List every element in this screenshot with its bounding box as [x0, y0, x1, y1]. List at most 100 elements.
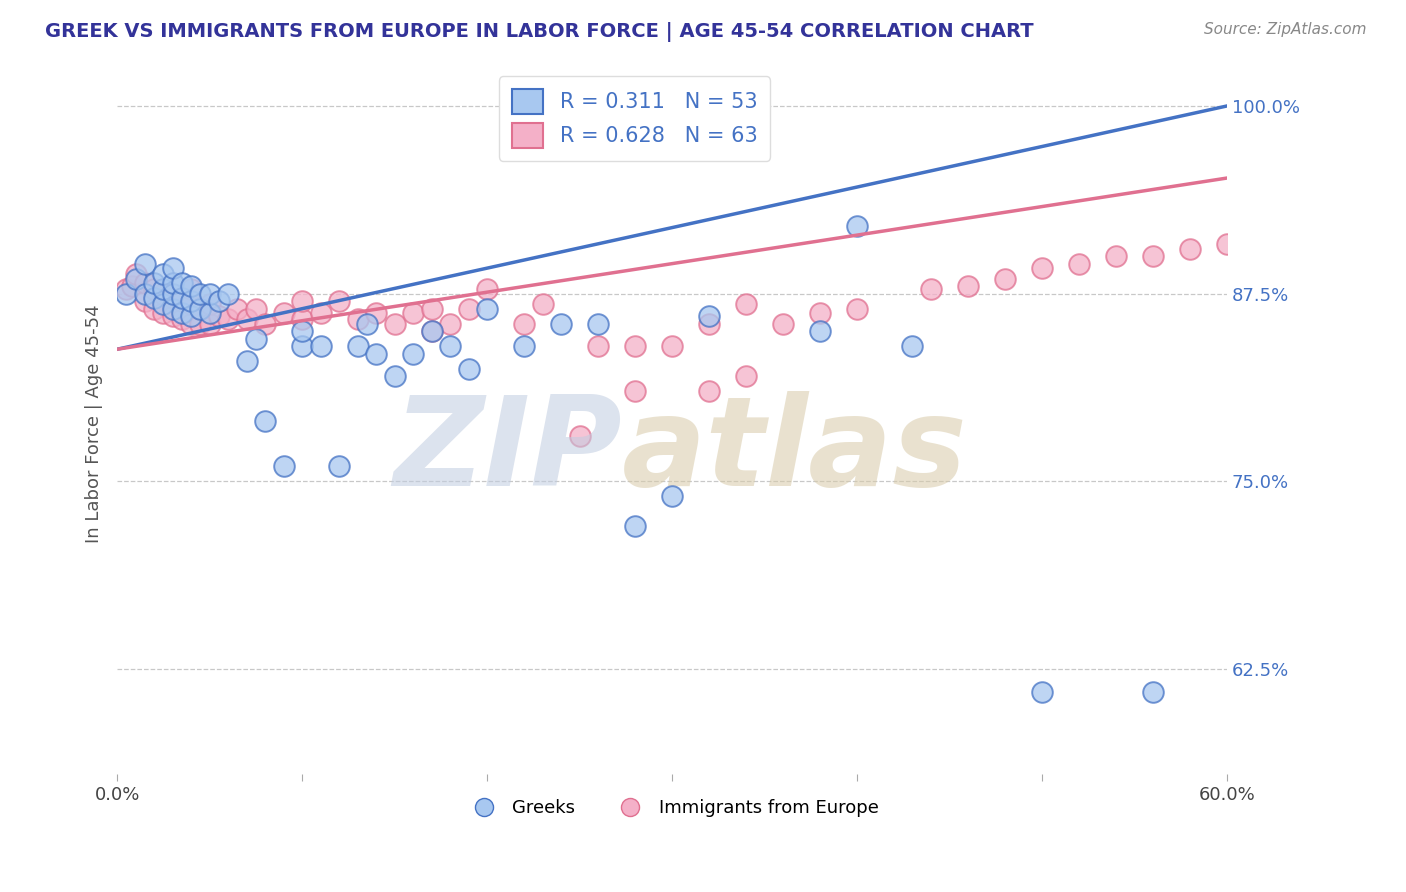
Point: [254, 414, 277, 428]
Point: [152, 267, 174, 281]
Point: [115, 282, 138, 296]
Point: [198, 306, 221, 320]
Point: [420, 301, 443, 316]
Point: [772, 317, 794, 331]
Point: [125, 267, 148, 281]
Point: [457, 361, 479, 376]
Point: [190, 286, 212, 301]
Point: [457, 301, 479, 316]
Point: [402, 306, 425, 320]
Point: [291, 312, 314, 326]
Point: [808, 324, 831, 338]
Point: [901, 339, 924, 353]
Text: atlas: atlas: [621, 391, 967, 512]
Point: [697, 317, 720, 331]
Point: [439, 317, 461, 331]
Legend: Greeks, Immigrants from Europe: Greeks, Immigrants from Europe: [458, 792, 886, 825]
Point: [994, 271, 1017, 285]
Point: [170, 276, 193, 290]
Point: [624, 384, 647, 399]
Point: [152, 297, 174, 311]
Point: [180, 279, 202, 293]
Point: [291, 324, 314, 338]
Text: Source: ZipAtlas.com: Source: ZipAtlas.com: [1204, 22, 1367, 37]
Point: [697, 384, 720, 399]
Point: [1031, 684, 1053, 698]
Point: [586, 317, 609, 331]
Point: [235, 354, 257, 368]
Point: [309, 339, 332, 353]
Point: [180, 294, 202, 309]
Point: [245, 332, 267, 346]
Point: [513, 339, 536, 353]
Point: [845, 219, 868, 233]
Y-axis label: In Labor Force | Age 45-54: In Labor Force | Age 45-54: [86, 304, 103, 543]
Point: [956, 279, 979, 293]
Point: [143, 301, 166, 316]
Point: [661, 489, 683, 503]
Point: [198, 286, 221, 301]
Point: [190, 301, 212, 316]
Point: [170, 312, 193, 326]
Point: [170, 291, 193, 305]
Point: [125, 271, 148, 285]
Point: [661, 339, 683, 353]
Point: [235, 312, 257, 326]
Point: [384, 369, 406, 384]
Point: [384, 317, 406, 331]
Point: [143, 291, 166, 305]
Point: [121, 279, 143, 293]
Point: [586, 339, 609, 353]
Point: [291, 294, 314, 309]
Point: [152, 306, 174, 320]
Point: [208, 309, 231, 323]
Point: [162, 301, 184, 316]
Point: [162, 261, 184, 276]
Point: [346, 339, 368, 353]
Point: [217, 286, 239, 301]
Point: [735, 297, 758, 311]
Point: [364, 347, 387, 361]
Point: [346, 312, 368, 326]
Point: [115, 286, 138, 301]
Point: [152, 286, 174, 301]
Point: [420, 324, 443, 338]
Point: [550, 317, 572, 331]
Text: GREEK VS IMMIGRANTS FROM EUROPE IN LABOR FORCE | AGE 45-54 CORRELATION CHART: GREEK VS IMMIGRANTS FROM EUROPE IN LABOR…: [45, 22, 1033, 42]
Point: [845, 301, 868, 316]
Point: [190, 317, 212, 331]
Point: [1105, 249, 1128, 263]
Point: [273, 459, 295, 474]
Point: [568, 429, 591, 443]
Point: [735, 369, 758, 384]
Point: [134, 257, 156, 271]
Point: [170, 306, 193, 320]
Point: [254, 317, 277, 331]
Point: [1031, 261, 1053, 276]
Point: [920, 282, 942, 296]
Point: [309, 306, 332, 320]
Point: [328, 459, 350, 474]
Point: [217, 312, 239, 326]
Point: [162, 309, 184, 323]
Point: [513, 317, 536, 331]
Point: [624, 519, 647, 533]
Point: [134, 294, 156, 309]
Point: [475, 282, 498, 296]
Point: [198, 297, 221, 311]
Point: [328, 294, 350, 309]
Point: [291, 339, 314, 353]
Point: [364, 306, 387, 320]
Point: [152, 282, 174, 296]
Point: [1216, 237, 1239, 252]
Point: [162, 291, 184, 305]
Point: [531, 297, 554, 311]
Point: [475, 301, 498, 316]
Point: [170, 294, 193, 309]
Point: [1142, 249, 1164, 263]
Point: [402, 347, 425, 361]
Point: [143, 282, 166, 296]
Point: [808, 306, 831, 320]
Point: [420, 324, 443, 338]
Point: [356, 317, 378, 331]
